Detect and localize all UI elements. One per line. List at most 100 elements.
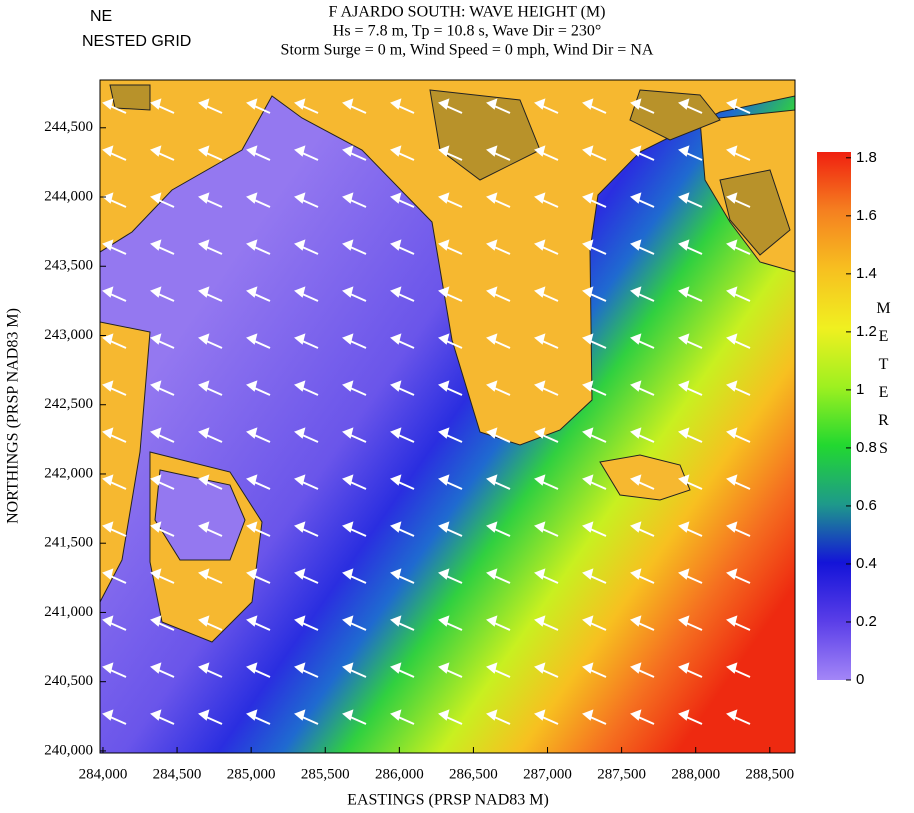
arrow-head [198, 192, 210, 204]
arrow-head [582, 615, 594, 627]
arrow-head [294, 427, 306, 439]
arrow-head [198, 615, 210, 627]
arrow-head [438, 521, 450, 533]
arrow-head [342, 662, 354, 674]
arrow-head [630, 662, 642, 674]
arrow-head [438, 427, 450, 439]
arrow-head [102, 521, 114, 533]
y-tick-label: 244,500 [44, 119, 93, 135]
arrow-head [678, 615, 690, 627]
arrow-head [198, 427, 210, 439]
arrow-head [102, 709, 114, 721]
arrow-head [390, 615, 402, 627]
arrow-head [678, 333, 690, 345]
arrow-head [390, 380, 402, 392]
arrow-head [582, 333, 594, 345]
arrow-head [630, 427, 642, 439]
arrow-head [102, 98, 114, 110]
arrow-head [150, 192, 162, 204]
arrow-head [246, 98, 258, 110]
arrow-head [198, 568, 210, 580]
colorbar-tick-label: 0.4 [856, 555, 877, 572]
x-tick-label: 284,000 [79, 766, 128, 782]
arrow-head [534, 333, 546, 345]
y-tick-label: 244,000 [44, 188, 93, 204]
arrow-head [294, 662, 306, 674]
arrow-head [582, 192, 594, 204]
arrow-head [726, 427, 738, 439]
arrow-head [390, 709, 402, 721]
colorbar-tick-label: 1.8 [856, 149, 877, 166]
arrow-head [486, 145, 498, 157]
arrow-head [630, 145, 642, 157]
arrow-head [534, 427, 546, 439]
arrow-head [342, 427, 354, 439]
x-tick-label: 285,500 [301, 766, 350, 782]
arrow-head [294, 709, 306, 721]
arrow-head [294, 521, 306, 533]
y-tick-label: 242,000 [44, 465, 93, 481]
arrow-head [486, 474, 498, 486]
arrow-head [246, 286, 258, 298]
field [100, 80, 795, 753]
arrow-head [582, 709, 594, 721]
arrow-head [294, 98, 306, 110]
arrow-head [390, 427, 402, 439]
y-tick-label: 240,000 [44, 742, 93, 758]
arrow-head [678, 568, 690, 580]
arrow-head [294, 145, 306, 157]
arrow-head [678, 474, 690, 486]
arrow-head [582, 380, 594, 392]
arrow-head [726, 333, 738, 345]
arrow-head [198, 98, 210, 110]
arrow-head [198, 380, 210, 392]
arrow-head [342, 380, 354, 392]
arrow-head [486, 98, 498, 110]
arrow-head [102, 474, 114, 486]
arrow-head [534, 474, 546, 486]
arrow-head [726, 286, 738, 298]
arrow-head [678, 427, 690, 439]
arrow-head [150, 239, 162, 251]
arrow-head [150, 615, 162, 627]
arrow-head [150, 333, 162, 345]
y-tick-label: 240,500 [44, 673, 93, 689]
arrow-head [102, 239, 114, 251]
colorbar [817, 152, 851, 680]
arrow-head [438, 239, 450, 251]
arrow-head [726, 568, 738, 580]
arrow-head [630, 568, 642, 580]
arrow-head [582, 662, 594, 674]
arrow-head [678, 98, 690, 110]
arrow-head [582, 474, 594, 486]
arrow-head [438, 380, 450, 392]
arrow-head [678, 192, 690, 204]
x-tick-label: 288,500 [745, 766, 794, 782]
corner-label: NESTED GRID [82, 33, 191, 50]
arrow-head [630, 474, 642, 486]
arrow-head [630, 709, 642, 721]
arrow-head [678, 145, 690, 157]
arrow-head [726, 239, 738, 251]
colorbar-tick-label: 1.4 [856, 265, 877, 282]
arrow-head [246, 239, 258, 251]
arrow-head [342, 239, 354, 251]
arrow-head [390, 333, 402, 345]
arrow-head [534, 380, 546, 392]
arrow-head [102, 286, 114, 298]
arrow-head [342, 568, 354, 580]
arrow-head [390, 568, 402, 580]
arrow-head [486, 615, 498, 627]
y-tick-label: 243,000 [44, 327, 93, 343]
arrow-head [102, 145, 114, 157]
arrow-head [486, 286, 498, 298]
arrow-head [726, 380, 738, 392]
arrow-head [630, 239, 642, 251]
arrow-head [678, 662, 690, 674]
x-axis-label: EASTINGS (PRSP NAD83 M) [347, 792, 549, 809]
arrow-head [294, 568, 306, 580]
arrow-head [198, 709, 210, 721]
arrow-head [102, 427, 114, 439]
arrow-head [246, 521, 258, 533]
arrow-head [486, 380, 498, 392]
